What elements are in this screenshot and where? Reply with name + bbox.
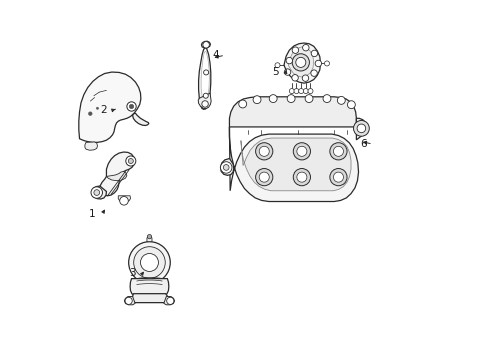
Circle shape — [125, 156, 136, 166]
Polygon shape — [130, 279, 168, 298]
Circle shape — [203, 41, 209, 48]
Text: 2: 2 — [100, 105, 106, 115]
Polygon shape — [220, 158, 233, 175]
Circle shape — [307, 89, 312, 94]
Polygon shape — [229, 127, 358, 202]
Polygon shape — [124, 297, 135, 305]
Circle shape — [305, 95, 312, 103]
Polygon shape — [356, 118, 366, 140]
Circle shape — [296, 172, 306, 182]
Circle shape — [310, 50, 317, 57]
Circle shape — [128, 242, 170, 283]
Circle shape — [323, 95, 330, 103]
Circle shape — [285, 57, 292, 64]
Polygon shape — [198, 48, 210, 109]
Polygon shape — [79, 72, 141, 142]
Circle shape — [223, 165, 228, 170]
Circle shape — [333, 146, 343, 156]
Circle shape — [292, 54, 309, 71]
Circle shape — [203, 70, 208, 75]
Circle shape — [88, 112, 92, 116]
Circle shape — [289, 89, 294, 94]
Polygon shape — [100, 152, 135, 196]
Circle shape — [329, 168, 346, 186]
Circle shape — [259, 172, 269, 182]
Circle shape — [346, 101, 355, 109]
Circle shape — [274, 63, 280, 68]
Polygon shape — [131, 294, 168, 303]
Circle shape — [269, 95, 277, 103]
Circle shape — [128, 158, 133, 163]
Circle shape — [91, 187, 102, 198]
Circle shape — [125, 297, 132, 305]
Polygon shape — [229, 97, 356, 127]
Circle shape — [147, 234, 151, 239]
Circle shape — [329, 143, 346, 160]
Circle shape — [293, 143, 310, 160]
Circle shape — [333, 172, 343, 182]
Circle shape — [295, 57, 305, 67]
Circle shape — [166, 297, 174, 305]
Text: 4: 4 — [212, 50, 218, 60]
Circle shape — [293, 89, 298, 94]
Circle shape — [298, 89, 303, 94]
Polygon shape — [92, 186, 106, 199]
Text: 3: 3 — [129, 268, 136, 278]
Circle shape — [202, 101, 208, 107]
Polygon shape — [284, 43, 320, 83]
Polygon shape — [163, 297, 174, 305]
Circle shape — [337, 96, 345, 104]
Circle shape — [259, 146, 269, 156]
Circle shape — [133, 247, 165, 278]
Circle shape — [238, 100, 246, 108]
Circle shape — [302, 75, 308, 81]
Circle shape — [120, 197, 128, 205]
Circle shape — [253, 96, 261, 104]
Text: 1: 1 — [89, 209, 96, 219]
Circle shape — [293, 168, 310, 186]
Polygon shape — [241, 138, 350, 191]
Polygon shape — [106, 171, 126, 181]
Circle shape — [255, 168, 272, 186]
Circle shape — [291, 75, 298, 81]
Polygon shape — [201, 51, 209, 105]
Polygon shape — [85, 142, 97, 150]
Circle shape — [96, 107, 99, 109]
Polygon shape — [147, 235, 152, 242]
Text: 5: 5 — [272, 67, 279, 77]
Polygon shape — [201, 41, 210, 48]
Circle shape — [353, 121, 368, 136]
Circle shape — [314, 60, 321, 67]
Polygon shape — [198, 93, 211, 109]
Circle shape — [284, 69, 290, 75]
Circle shape — [296, 146, 306, 156]
Circle shape — [310, 70, 317, 76]
Circle shape — [126, 102, 136, 111]
Polygon shape — [132, 113, 148, 126]
Polygon shape — [287, 47, 313, 77]
Circle shape — [324, 61, 329, 66]
Polygon shape — [118, 196, 130, 202]
Circle shape — [220, 162, 231, 173]
Circle shape — [255, 143, 272, 160]
Circle shape — [94, 190, 100, 195]
Circle shape — [302, 44, 308, 51]
Circle shape — [129, 104, 133, 109]
Circle shape — [292, 47, 298, 53]
Circle shape — [303, 89, 308, 94]
Circle shape — [203, 93, 208, 98]
Circle shape — [140, 253, 158, 271]
Circle shape — [356, 124, 365, 133]
Text: 6: 6 — [359, 139, 366, 149]
Circle shape — [286, 95, 294, 103]
